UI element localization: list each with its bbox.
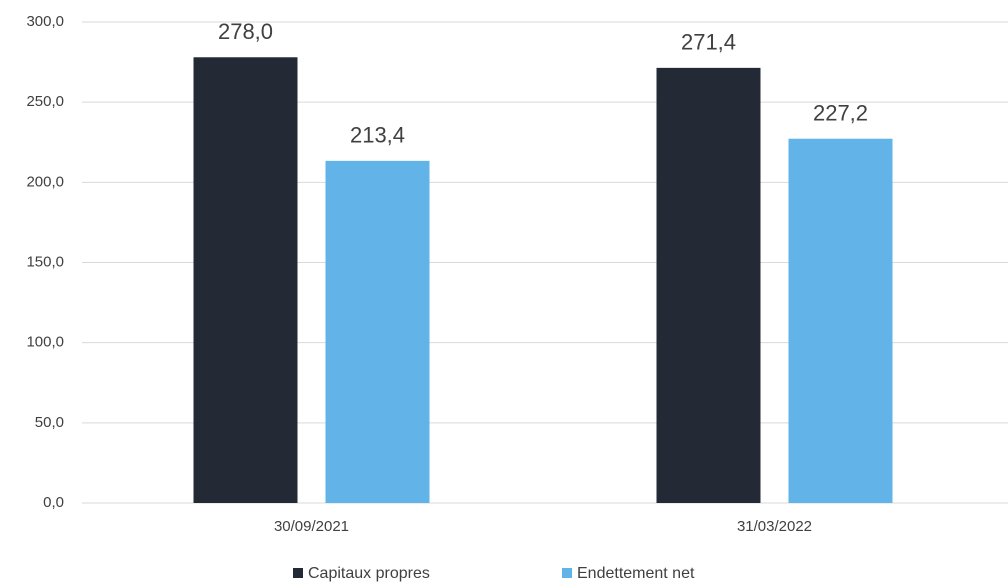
legend-swatch — [562, 568, 572, 578]
data-label: 227,2 — [813, 101, 868, 126]
x-tick-label: 30/09/2021 — [274, 518, 349, 535]
data-label: 278,0 — [218, 19, 273, 44]
legend-swatch — [293, 568, 303, 578]
legend-label: Endettement net — [577, 565, 695, 582]
bar — [656, 67, 761, 503]
x-tick-label: 31/03/2022 — [737, 518, 812, 535]
bar — [788, 138, 893, 504]
y-tick-label: 300,0 — [26, 13, 64, 30]
data-label: 213,4 — [350, 123, 405, 148]
data-label: 271,4 — [681, 30, 736, 55]
bar — [193, 57, 298, 503]
y-tick-label: 0,0 — [43, 494, 64, 511]
bar — [325, 160, 430, 503]
legend-label: Capitaux propres — [308, 565, 430, 582]
y-tick-label: 100,0 — [26, 334, 64, 351]
y-tick-label: 250,0 — [26, 93, 64, 110]
y-tick-label: 50,0 — [35, 414, 64, 431]
y-tick-label: 150,0 — [26, 253, 64, 270]
y-tick-label: 200,0 — [26, 173, 64, 190]
